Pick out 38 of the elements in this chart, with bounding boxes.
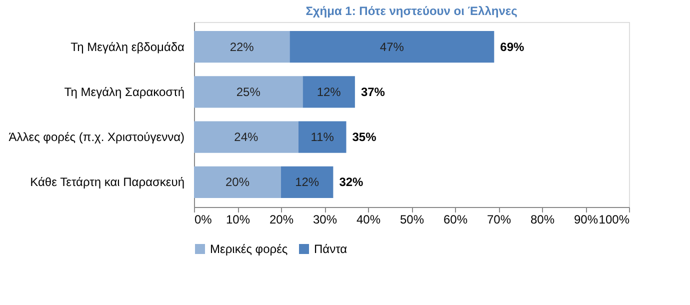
x-tick-label: 10% <box>226 212 250 226</box>
x-tick-label: 30% <box>312 212 338 226</box>
data-label: 11% <box>310 130 334 144</box>
x-tick-label: 40% <box>356 212 381 226</box>
x-tick-label: 60% <box>443 212 468 226</box>
legend-label: Μερικές φορές <box>210 242 288 256</box>
x-tick-label: 20% <box>269 212 294 226</box>
total-label: 32% <box>339 175 364 190</box>
legend-label: Πάντα <box>314 242 348 256</box>
data-label: 25% <box>236 84 261 99</box>
x-tick-label: 100% <box>598 212 630 226</box>
data-label: 12% <box>295 175 320 190</box>
bar <box>281 166 334 198</box>
bar <box>194 76 303 108</box>
x-tick-label: 0% <box>194 212 212 226</box>
x-tick-label: 90% <box>574 212 598 226</box>
total-label: 37% <box>360 84 386 99</box>
bar <box>194 121 298 153</box>
bar <box>302 76 355 108</box>
bar <box>290 31 494 63</box>
x-tick-label: 50% <box>400 212 424 226</box>
y-tick-label: Κάθε Τετάρτη και Παρασκευή <box>30 175 184 190</box>
x-tick-label: 70% <box>486 212 512 226</box>
y-tick-label: Άλλες φορές (π.χ. Χριστούγεννα) <box>8 130 184 144</box>
data-label: 24% <box>234 130 259 144</box>
data-label: 20% <box>225 175 250 190</box>
data-label: 22% <box>230 40 254 54</box>
bar <box>194 31 290 63</box>
bar <box>298 121 346 153</box>
x-tick-label: 80% <box>530 212 555 226</box>
total-label: 69% <box>500 40 524 54</box>
chart-title: Σχήμα 1: Πότε νηστεύουν οι Έλληνες <box>306 4 518 18</box>
y-tick-label: Τη Μεγάλη εβδομάδα <box>70 40 185 54</box>
total-label: 35% <box>352 130 377 144</box>
y-tick-label: Τη Μεγάλη Σαρακοστή <box>64 84 184 99</box>
data-label: 12% <box>316 84 342 99</box>
data-label: 47% <box>380 40 404 54</box>
bar <box>194 166 281 198</box>
